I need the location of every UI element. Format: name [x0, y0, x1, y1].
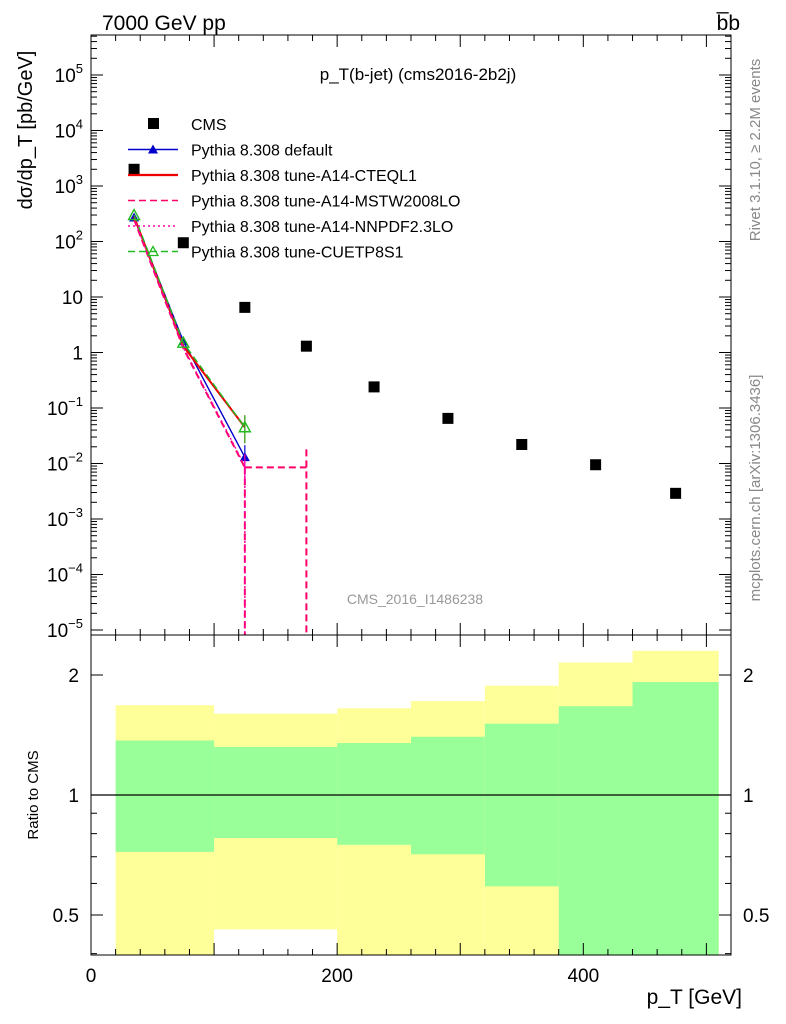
- ratio-y-ticks: 0.5 0.5 1 1 2 2: [53, 666, 769, 955]
- rivet-version-text: Rivet 3.1.10, ≥ 2.2M events: [747, 59, 764, 242]
- cms-data-point: [177, 237, 189, 249]
- cms-data-point: [516, 438, 528, 450]
- green-band: [411, 736, 485, 857]
- green-band: [558, 706, 633, 955]
- legend-label: Pythia 8.308 tune-A14-MSTW2008LO: [191, 194, 460, 211]
- y-tick-label: 103: [55, 172, 83, 198]
- y-axis-label: dσ/dp_T [pb/GeV]: [15, 51, 37, 210]
- y-tick-label: 10−3: [47, 505, 83, 531]
- cms-data-point: [442, 412, 454, 424]
- header-left: 7000 GeV pp: [102, 12, 226, 35]
- ratio-tick-label-right: 1: [743, 786, 754, 807]
- ratio-tick-label-left: 2: [68, 666, 79, 687]
- y-tick-label: 10−5: [47, 616, 83, 642]
- series-line: [133, 214, 246, 428]
- cms-data-point: [239, 301, 251, 313]
- legend-label: Pythia 8.308 tune-A14-CTEQL1: [191, 168, 417, 185]
- y-tick-label: 105: [55, 61, 83, 87]
- series-marker: [127, 208, 141, 221]
- series-group: [127, 163, 682, 635]
- yellow-band-lower: [411, 854, 485, 955]
- yellow-band-lower: [337, 844, 411, 955]
- legend-marker: [146, 245, 160, 257]
- cms-data-point: [368, 381, 380, 393]
- ratio-y-label: Ratio to CMS: [25, 750, 42, 839]
- ratio-tick-label-left: 1: [68, 786, 79, 807]
- yellow-band-lower: [115, 851, 215, 955]
- legend-item: Pythia 8.308 tune-CUETP8S1: [128, 245, 404, 262]
- series-marker: [176, 335, 190, 348]
- ratio-plot: 0 200 400 0.5 0.5 1 1 2 2: [53, 634, 769, 987]
- x-tick-label: 0: [86, 966, 97, 987]
- legend-item: Pythia 8.308 default: [128, 143, 333, 160]
- cms-data-point: [590, 459, 602, 471]
- legend: CMS Pythia 8.308 default Pythia 8.308 tune…: [128, 117, 460, 262]
- ratio-tick-label-right: 2: [743, 666, 754, 687]
- legend-item: Pythia 8.308 tune-A14-NNPDF2.3LO: [128, 219, 453, 236]
- main-plot: 10510410310210110−110−210−310−410−5CMSPy…: [47, 34, 732, 642]
- series-marker: [238, 420, 252, 433]
- green-band: [632, 682, 719, 955]
- legend-label: Pythia 8.308 tune-A14-NNPDF2.3LO: [191, 219, 453, 236]
- header-right: b̅b: [716, 12, 740, 35]
- y-tick-label: 10: [62, 288, 83, 309]
- cms-data-point: [300, 340, 312, 352]
- x-axis-label: p_T [GeV]: [647, 986, 742, 1009]
- cms-data-point: [128, 163, 140, 175]
- x-tick-label: 400: [567, 966, 599, 987]
- mcplots-text: mcplots.cern.ch [arXiv:1306.3436]: [747, 375, 764, 602]
- legend-marker: [148, 144, 158, 154]
- legend-item: Pythia 8.308 tune-A14-MSTW2008LO: [128, 194, 460, 211]
- green-band: [484, 723, 559, 890]
- x-tick-label: 200: [321, 966, 353, 987]
- legend-label: CMS: [191, 117, 227, 134]
- green-band: [115, 740, 215, 855]
- cms-data-point: [670, 487, 682, 499]
- series-line: [133, 218, 246, 467]
- y-tick-label: 104: [55, 117, 83, 143]
- legend-item: Pythia 8.308 tune-A14-CTEQL1: [128, 168, 417, 185]
- main-frame: [90, 34, 732, 636]
- legend-label: Pythia 8.308 default: [191, 143, 333, 160]
- y-tick-label: 10−2: [47, 450, 83, 476]
- yellow-band-lower: [214, 838, 338, 930]
- y-tick-label: 10−4: [47, 561, 83, 587]
- yellow-band-lower: [484, 886, 559, 955]
- plot-title: p_T(b-jet) (cms2016-2b2j): [320, 65, 517, 84]
- ratio-tick-label-right: 0.5: [743, 906, 769, 927]
- y-tick-label: 1: [72, 344, 83, 365]
- ratio-bands: [115, 650, 719, 955]
- ratio-tick-label-left: 0.5: [53, 906, 79, 927]
- y-tick-label: 102: [55, 228, 83, 254]
- legend-label: Pythia 8.308 tune-CUETP8S1: [191, 245, 404, 262]
- watermark: CMS_2016_I1486238: [347, 591, 483, 607]
- legend-item: CMS: [148, 117, 227, 134]
- legend-marker: [148, 118, 159, 129]
- y-tick-label: 10−1: [47, 394, 83, 420]
